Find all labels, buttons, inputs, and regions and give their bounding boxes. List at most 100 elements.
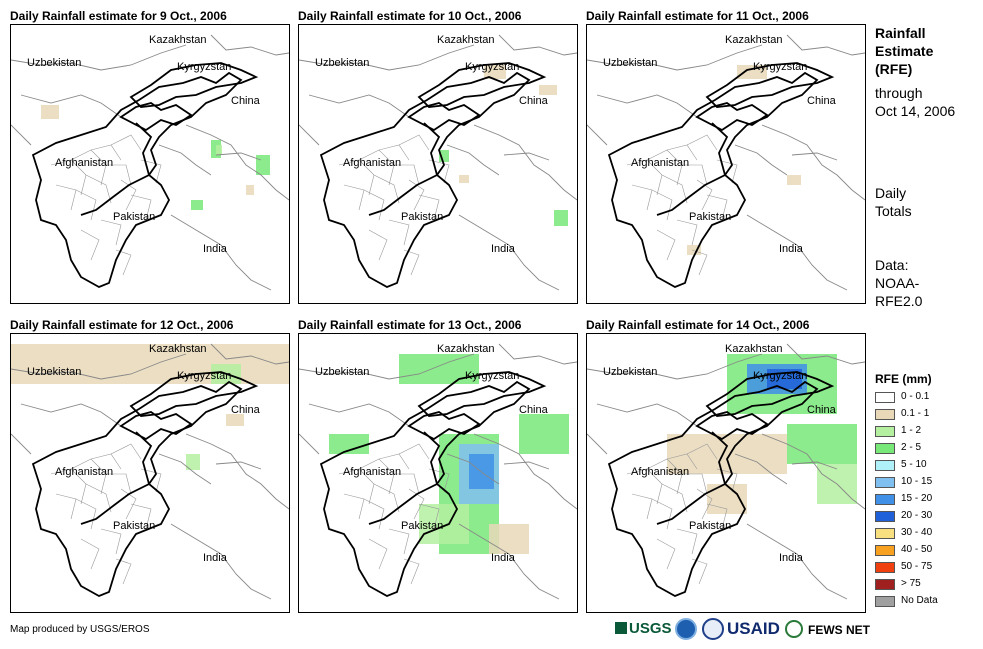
district-boundary [626,159,663,196]
district-boundary [682,164,708,186]
map-label-uzbekistan: Uzbekistan [315,57,370,69]
country-border [734,453,788,485]
map-label-afghanistan: Afghanistan [631,466,690,478]
country-border [587,124,608,146]
map-svg [587,343,865,600]
map-label-afghanistan: Afghanistan [343,157,402,169]
map-label-pakistan: Pakistan [689,520,732,532]
district-boundary [676,219,698,246]
map-label-kyrgyzstan: Kyrgyzstan [177,370,232,382]
usgs-logo: USGS [615,620,672,637]
district-boundary [75,498,97,530]
map-label-kazakhstan: Kazakhstan [149,343,207,355]
district-boundary [338,468,375,505]
rainfall-patch [216,145,222,155]
district-boundary [55,184,77,211]
afg-pak-border [656,122,729,216]
country-border [11,44,187,71]
district-boundary [50,159,87,196]
map-panel-2: Kazakhstan Uzbekistan Kyrgyzstan China Afgha… [298,24,578,304]
side-title-line-1: Rainfall [875,25,926,41]
district-boundary [373,174,400,204]
side-data-src1: NOAA- [875,275,920,291]
district-boundary [394,473,420,495]
country-border [299,433,320,455]
country-border [11,353,187,380]
side-totals: Totals [875,203,912,219]
side-data-src2: RFE2.0 [875,293,923,309]
rainfall-patch [459,175,469,183]
afg-pak-border [368,122,441,216]
district-boundary [363,498,385,530]
district-boundary [696,488,713,520]
country-border [587,433,608,455]
side-data-source: Data: NOAA- RFE2.0 [875,256,922,310]
legend-label: 5 - 10 [901,459,927,470]
district-boundary [358,149,395,186]
district-boundary [408,488,425,520]
map-label-kazakhstan: Kazakhstan [725,34,783,46]
country-border [498,343,577,365]
map-panel-6: Kazakhstan Uzbekistan Kyrgyzstan China Afgha… [586,333,866,613]
district-boundary [676,528,698,555]
dhs-seal-icon [702,618,724,640]
map-label-kazakhstan: Kazakhstan [437,343,495,355]
district-boundary [106,473,132,495]
district-boundary [106,164,132,186]
district-boundary [408,179,425,211]
district-boundary [85,483,112,513]
district-boundary [428,159,450,184]
legend-label: 1 - 2 [901,425,922,436]
country-border [473,124,577,201]
country-border [308,403,410,427]
map-label-india: India [491,552,515,564]
map-label-kyrgyzstan: Kyrgyzstan [177,61,232,73]
side-title-line-3: (RFE) [875,61,913,77]
legend-label: No Data [901,595,938,606]
map-label-china: China [519,95,548,107]
map-label-kazakhstan: Kazakhstan [149,34,207,46]
country-border [458,214,560,291]
afghanistan-pakistan-outline [607,380,819,597]
map-label-afghanistan: Afghanistan [631,157,690,169]
rainfall-patch [256,155,270,175]
map-label-kyrgyzstan: Kyrgyzstan [753,370,808,382]
map-label-uzbekistan: Uzbekistan [603,366,658,378]
map-label-afghanistan: Afghanistan [343,466,402,478]
legend-label: 40 - 50 [901,544,933,555]
legend-label: 30 - 40 [901,527,933,538]
rainfall-patch [439,150,449,162]
map-label-afghanistan: Afghanistan [55,466,114,478]
map-label-kyrgyzstan: Kyrgyzstan [465,61,520,73]
rainfall-patch [787,175,801,185]
country-border [498,34,577,56]
district-boundary [120,179,137,211]
map-label-china: China [231,95,260,107]
district-boundary [661,174,688,204]
usaid-logo: USAID [727,619,780,638]
rainfall-patch [484,65,506,79]
map-panel-3: Kazakhstan Uzbekistan Kyrgyzstan China Afgha… [586,24,866,304]
kyrgyzstan-outline [705,371,835,417]
district-boundary [661,483,688,513]
map-label-pakistan: Pakistan [401,520,444,532]
country-border [215,152,262,161]
district-boundary [80,229,100,261]
legend-swatch [875,443,895,454]
district-boundary [120,488,137,520]
district-boundary [343,493,365,520]
country-border [158,144,212,176]
panel-title-2: Daily Rainfall estimate for 10 Oct., 200… [298,9,522,23]
district-boundary [70,149,107,186]
side-daily: Daily [875,185,907,201]
district-boundary [651,498,673,530]
country-border [185,124,289,201]
map-label-china: China [807,95,836,107]
country-border [503,152,550,161]
country-border [170,523,272,600]
country-border [299,44,475,71]
country-border [170,214,272,291]
country-border [791,152,838,161]
legend-swatch [875,545,895,556]
kyrgyzstan-outline [129,371,259,417]
